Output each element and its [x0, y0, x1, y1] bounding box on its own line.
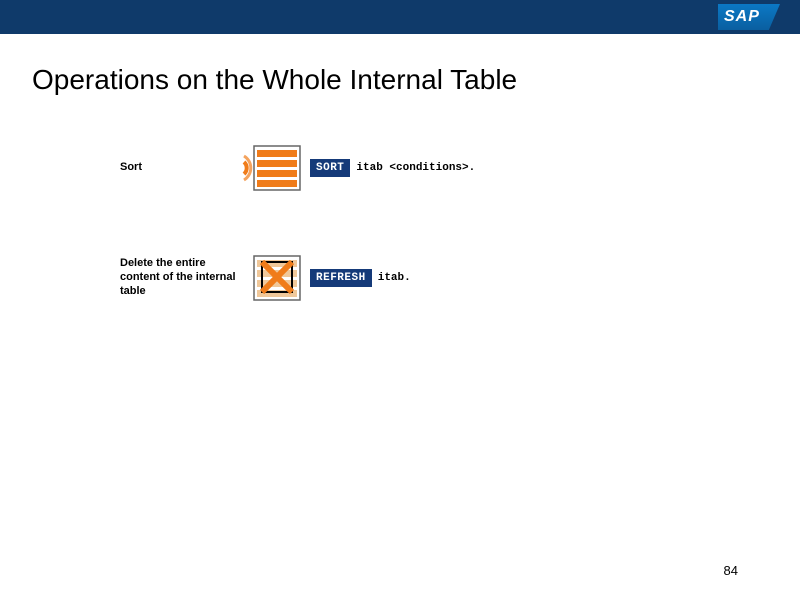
slide-title: Operations on the Whole Internal Table [32, 64, 800, 96]
keyword-sort: SORT [310, 159, 350, 177]
code-sort: itab <conditions>. [356, 162, 475, 174]
sort-icon [240, 144, 310, 192]
keyword-refresh: REFRESH [310, 269, 372, 287]
operation-row-refresh: Delete the entire content of the interna… [120, 254, 800, 302]
page-number: 84 [724, 563, 738, 578]
header-bar: SAP [0, 0, 800, 34]
operation-row-sort: Sort SORT itab <conditions>. [120, 144, 800, 192]
refresh-icon [240, 254, 310, 302]
row-label: Sort [120, 161, 240, 175]
content-area: Sort SORT itab <conditions>. Delete the … [120, 144, 800, 302]
sap-logo: SAP [718, 4, 780, 30]
code-refresh: itab. [378, 272, 411, 284]
row-label: Delete the entire content of the interna… [120, 257, 240, 298]
